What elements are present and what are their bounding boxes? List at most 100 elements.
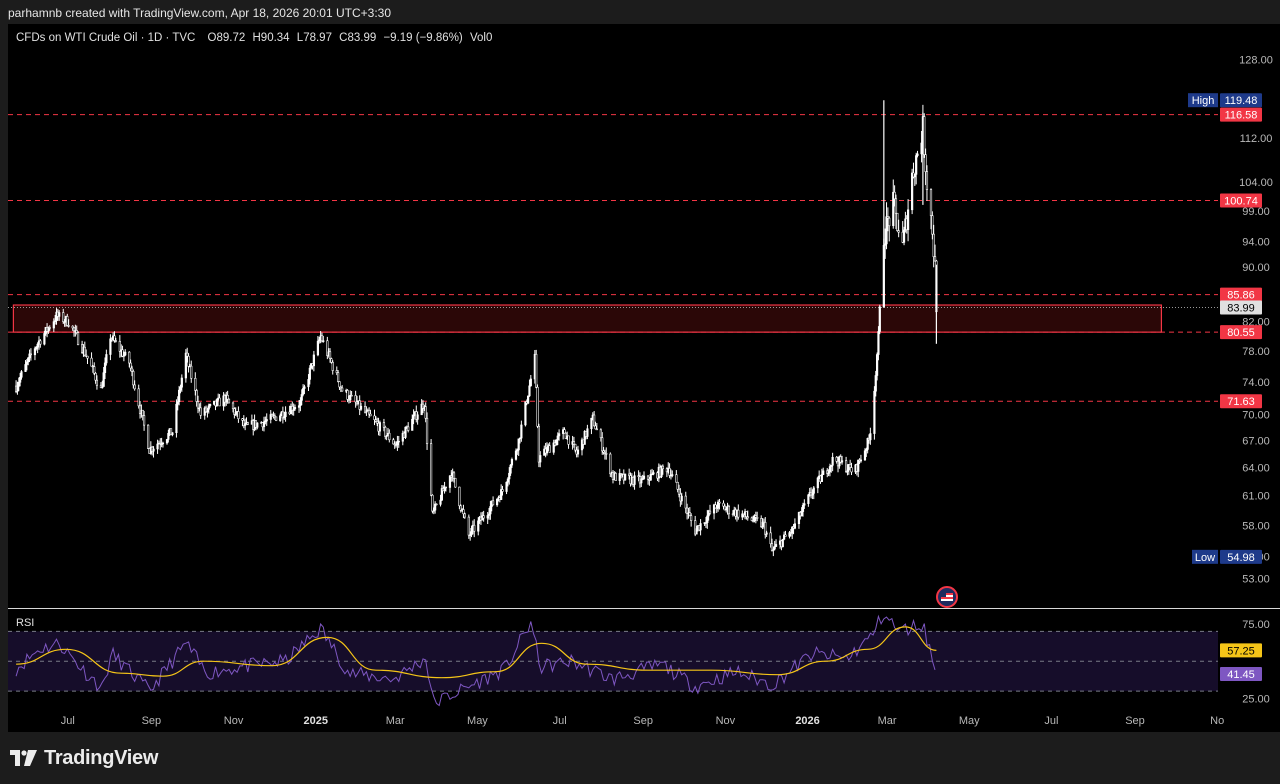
candle-body (892, 191, 895, 227)
level-price-tag-label: 116.58 (1225, 110, 1258, 122)
candle-body (273, 415, 276, 418)
candle-body (828, 466, 832, 473)
candle-body (303, 386, 306, 389)
candle-body (605, 453, 608, 455)
candle-body (628, 473, 631, 476)
candle-body (920, 142, 923, 155)
candle-body (641, 478, 644, 480)
candle-body (384, 426, 387, 437)
candle-body (725, 508, 728, 511)
candle-body (141, 409, 144, 416)
candle-body (48, 327, 51, 329)
event-icon[interactable] (936, 586, 958, 608)
price-tick-label: 94.00 (1242, 236, 1270, 248)
candle-body (690, 515, 693, 521)
low-label-box (1192, 549, 1218, 564)
candle-body (822, 470, 825, 475)
candle-body (292, 408, 295, 411)
candle-body (765, 532, 768, 535)
candle-body (335, 370, 338, 373)
candle-body (385, 435, 388, 437)
candle-body (425, 417, 429, 444)
candle-body (297, 405, 301, 408)
candle-body (894, 198, 898, 214)
candle-body (536, 386, 539, 427)
candle-body (537, 426, 540, 463)
rsi-title: RSI (16, 617, 34, 629)
candle-body (593, 414, 596, 427)
candle-body (122, 354, 125, 357)
candle-body (857, 459, 860, 472)
rsi-tick-label: 75.00 (1242, 619, 1270, 631)
candle-body (17, 382, 20, 387)
candle-body (33, 348, 37, 356)
candle-body (90, 357, 93, 367)
candle-body (840, 460, 844, 463)
candle-body (800, 511, 803, 517)
candle-body (293, 407, 297, 410)
candle-body (913, 174, 916, 178)
candle-body (784, 534, 787, 537)
tradingview-logo[interactable]: TradingView (10, 745, 158, 771)
candle-body (432, 509, 435, 512)
candle-body (797, 512, 801, 525)
candle-body (723, 505, 726, 511)
candle-body (341, 387, 344, 392)
candle-body (67, 325, 70, 327)
candle-body (722, 502, 725, 507)
candle-body (264, 420, 267, 423)
candle-body (505, 481, 508, 492)
candle-body (161, 442, 165, 445)
candle-body (378, 422, 381, 432)
candle-body (603, 452, 607, 454)
candle-body (510, 459, 514, 466)
candle-body (262, 421, 266, 428)
candle-body (791, 526, 794, 534)
candle-body (394, 444, 398, 446)
candle-body (396, 441, 399, 446)
candle-body (877, 331, 880, 355)
candle-body (846, 469, 849, 472)
candle-body (932, 233, 935, 257)
candle-body (650, 473, 654, 476)
candle-body (699, 523, 702, 531)
candle-body (925, 171, 929, 190)
candle-body (865, 449, 868, 452)
candle-body (349, 395, 352, 401)
time-tick-label: Jul (1044, 715, 1058, 727)
candle-body (388, 432, 391, 441)
candle-body (812, 487, 815, 494)
trading-chart[interactable]: 128.00112.00104.0099.0094.0090.0082.0078… (0, 24, 1280, 732)
time-tick-label: May (467, 715, 488, 727)
legend-high-label: H (252, 32, 260, 44)
candle-body (807, 494, 810, 504)
candle-body (169, 428, 173, 436)
candle-body (75, 330, 78, 333)
candle-body (633, 475, 636, 485)
candle-body (545, 447, 549, 454)
candle-body (300, 394, 303, 401)
candle-body (421, 403, 425, 409)
candle-body (528, 385, 531, 397)
legend-open: 89.72 (217, 32, 246, 44)
candle-body (764, 522, 767, 535)
legend-close: 83.99 (347, 32, 376, 44)
candle-body (731, 513, 735, 515)
candle-body (727, 505, 730, 515)
candle-body (835, 456, 838, 462)
candle-body (873, 390, 876, 434)
level-price-tag-box (1220, 394, 1262, 409)
candle-body (637, 475, 640, 477)
time-axis[interactable]: Jul Sep Nov 2025 Mar May Jul Sep Nov 2026 Mar May Ju… (61, 715, 1224, 727)
candle-body (392, 439, 395, 445)
price-tick-label: 128.00 (1239, 55, 1273, 67)
candle-body (184, 352, 187, 379)
candle-body (176, 401, 179, 405)
candle-body (194, 377, 197, 391)
candle-body (896, 212, 899, 231)
candle-body (215, 399, 218, 406)
level-price-tag-label: 100.74 (1224, 196, 1258, 208)
tradingview-logo-icon (10, 750, 37, 766)
candle-body (586, 428, 589, 437)
candle-body (171, 432, 174, 436)
